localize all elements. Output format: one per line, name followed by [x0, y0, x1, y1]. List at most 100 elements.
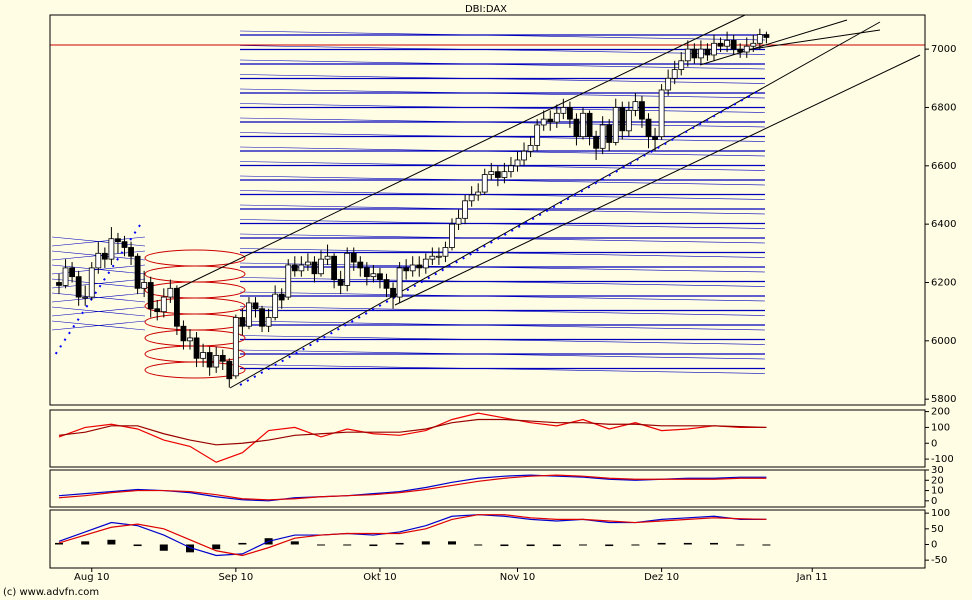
fan-line [239, 335, 766, 345]
candle-body [409, 264, 416, 272]
trend-line [744, 29, 881, 51]
candle-body [200, 352, 207, 359]
candle-body [154, 308, 161, 313]
fan-line [239, 291, 766, 302]
candle-body [265, 317, 272, 327]
candle-body [173, 287, 180, 327]
y-tick-label: 50 [931, 524, 944, 535]
fan-line [239, 277, 766, 287]
histogram-bar [683, 542, 692, 545]
y-tick-label: 6200 [931, 277, 956, 288]
candle-body [494, 171, 501, 178]
candle-body [671, 69, 678, 79]
diamond-line [51, 236, 146, 247]
candle-body [632, 101, 639, 111]
candle-body [435, 255, 442, 258]
histogram-bar [395, 542, 404, 545]
candle-body [455, 217, 462, 225]
x-tick-label: Nov 10 [500, 572, 535, 583]
y-tick-label: 5800 [931, 394, 956, 405]
candle-body [743, 45, 750, 53]
y-tick-label: 6000 [931, 336, 956, 347]
candle-body [252, 302, 259, 310]
candle-body [514, 159, 521, 167]
footer: (c) www.advfn.com [3, 587, 99, 598]
candle-body [665, 77, 672, 91]
candle-body [298, 264, 305, 272]
x-tick-label: Dez 10 [644, 572, 679, 583]
x-tick-label: Aug 10 [74, 572, 109, 583]
candle-body [272, 293, 279, 318]
y-tick-label: 30 [931, 465, 944, 476]
histogram-bar [631, 544, 640, 546]
histogram-bar [710, 542, 718, 545]
candle-body [547, 118, 554, 123]
fan-line [239, 74, 766, 84]
candle-body [678, 60, 685, 70]
candle-body [737, 48, 744, 53]
histogram-bar [55, 542, 63, 545]
candle-body [318, 258, 324, 275]
histogram-bar [290, 541, 299, 545]
diamond-line [51, 306, 146, 317]
candle-body [147, 282, 154, 310]
candle-body [652, 136, 658, 140]
candle-body [304, 261, 311, 266]
candle-body [324, 255, 331, 260]
candle-body [501, 171, 508, 178]
series-line [58, 514, 767, 557]
series-line [58, 474, 767, 501]
histogram-bar [238, 542, 247, 545]
candle-body [540, 118, 547, 126]
candle-body [187, 337, 193, 342]
candle-body [370, 273, 377, 278]
candle-body [422, 258, 429, 269]
candle-body [213, 355, 220, 368]
candle-body [488, 171, 495, 175]
histogram-bar [526, 544, 535, 547]
y-tick-label: 0 [931, 539, 937, 550]
y-tick-label: 0 [931, 438, 937, 449]
candle-body [698, 48, 704, 59]
series-line [58, 418, 767, 446]
candle-body [62, 267, 69, 286]
candle-body [383, 279, 390, 289]
chart-title: DBI:DAX [465, 4, 507, 15]
candle-body [717, 42, 724, 47]
histogram-bar [474, 544, 483, 546]
candle-body [573, 118, 580, 138]
fan-line [239, 320, 766, 331]
fan-line [239, 306, 766, 316]
fan-line [239, 349, 766, 360]
fan-line [239, 175, 766, 186]
candle-body [357, 261, 364, 269]
candle-body [416, 264, 423, 269]
candle-body [377, 273, 383, 280]
fan-line [239, 219, 766, 229]
candle-body [311, 261, 318, 275]
candle-body [521, 150, 527, 161]
histogram-bar [762, 544, 771, 546]
candle-body [337, 279, 344, 286]
candle-body [593, 136, 599, 149]
candle-body [193, 337, 200, 359]
trend-line [174, 14, 746, 291]
candle-body [75, 276, 82, 298]
y-tick-label: 20 [931, 475, 944, 486]
panel-frame [49, 469, 926, 508]
y-tick-label: 100 [931, 508, 950, 519]
candle-body [534, 124, 541, 146]
fan-line [239, 30, 766, 41]
histogram-bar [107, 539, 116, 545]
candle-body [363, 267, 370, 278]
candle-body [750, 42, 757, 47]
candle-body [141, 282, 148, 289]
histogram-bar [448, 541, 456, 545]
ellipse-drawing [144, 361, 246, 379]
candle-body [429, 255, 436, 260]
candle-body [350, 252, 357, 263]
histogram-bar [657, 542, 666, 545]
candle-body [449, 223, 455, 248]
fan-line [239, 161, 766, 171]
